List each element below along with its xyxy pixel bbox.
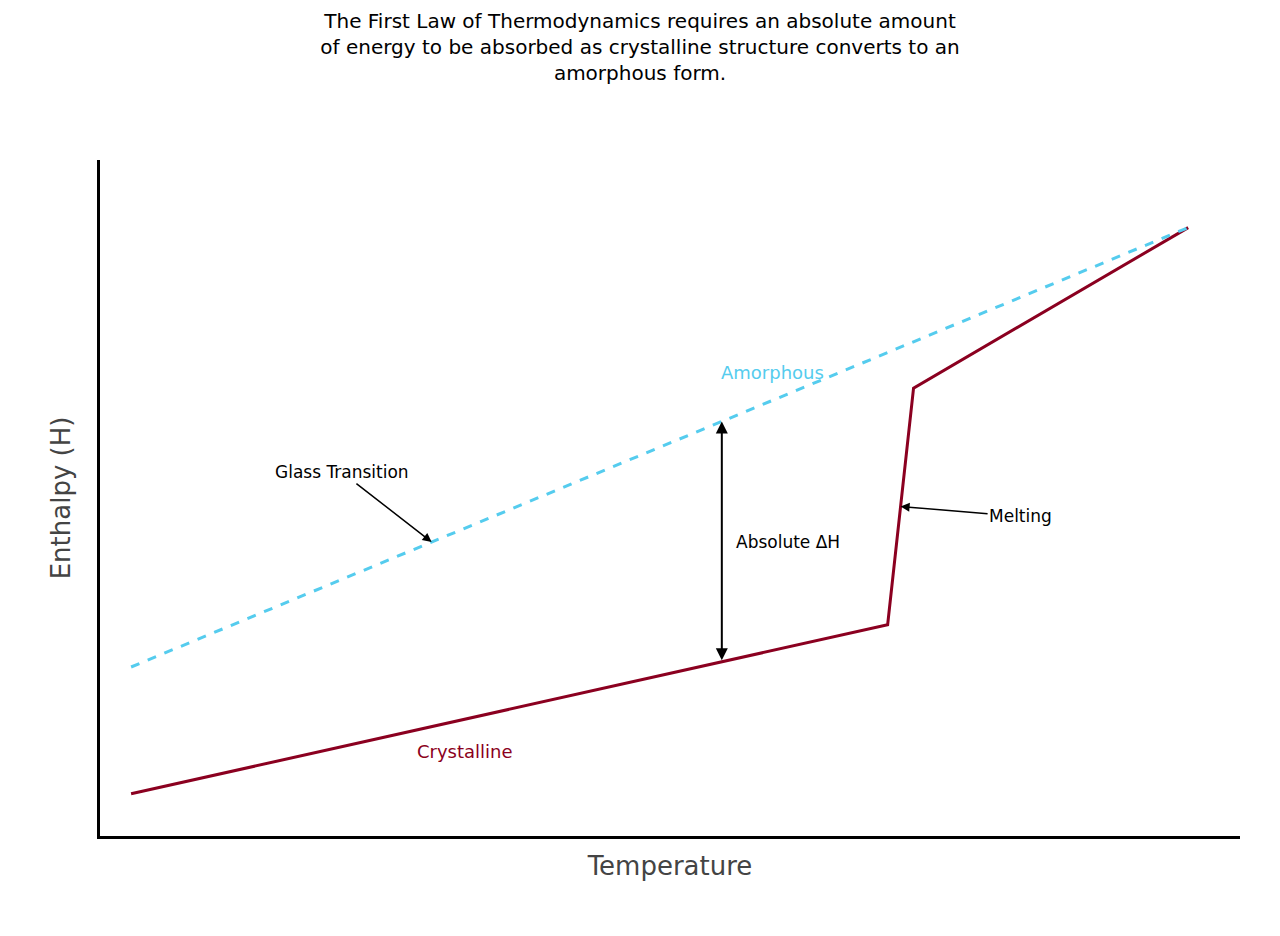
svg-text:Crystalline: Crystalline [417,741,513,762]
svg-text:Melting: Melting [989,506,1052,526]
svg-text:The First Law of Thermodynamic: The First Law of Thermodynamics requires… [320,9,959,85]
svg-text:Absolute ΔH: Absolute ΔH [736,532,840,552]
svg-text:Enthalpy (H): Enthalpy (H) [46,417,76,580]
svg-text:Temperature: Temperature [587,851,753,881]
svg-text:Glass Transition: Glass Transition [275,462,409,482]
svg-text:Amorphous: Amorphous [721,362,824,383]
